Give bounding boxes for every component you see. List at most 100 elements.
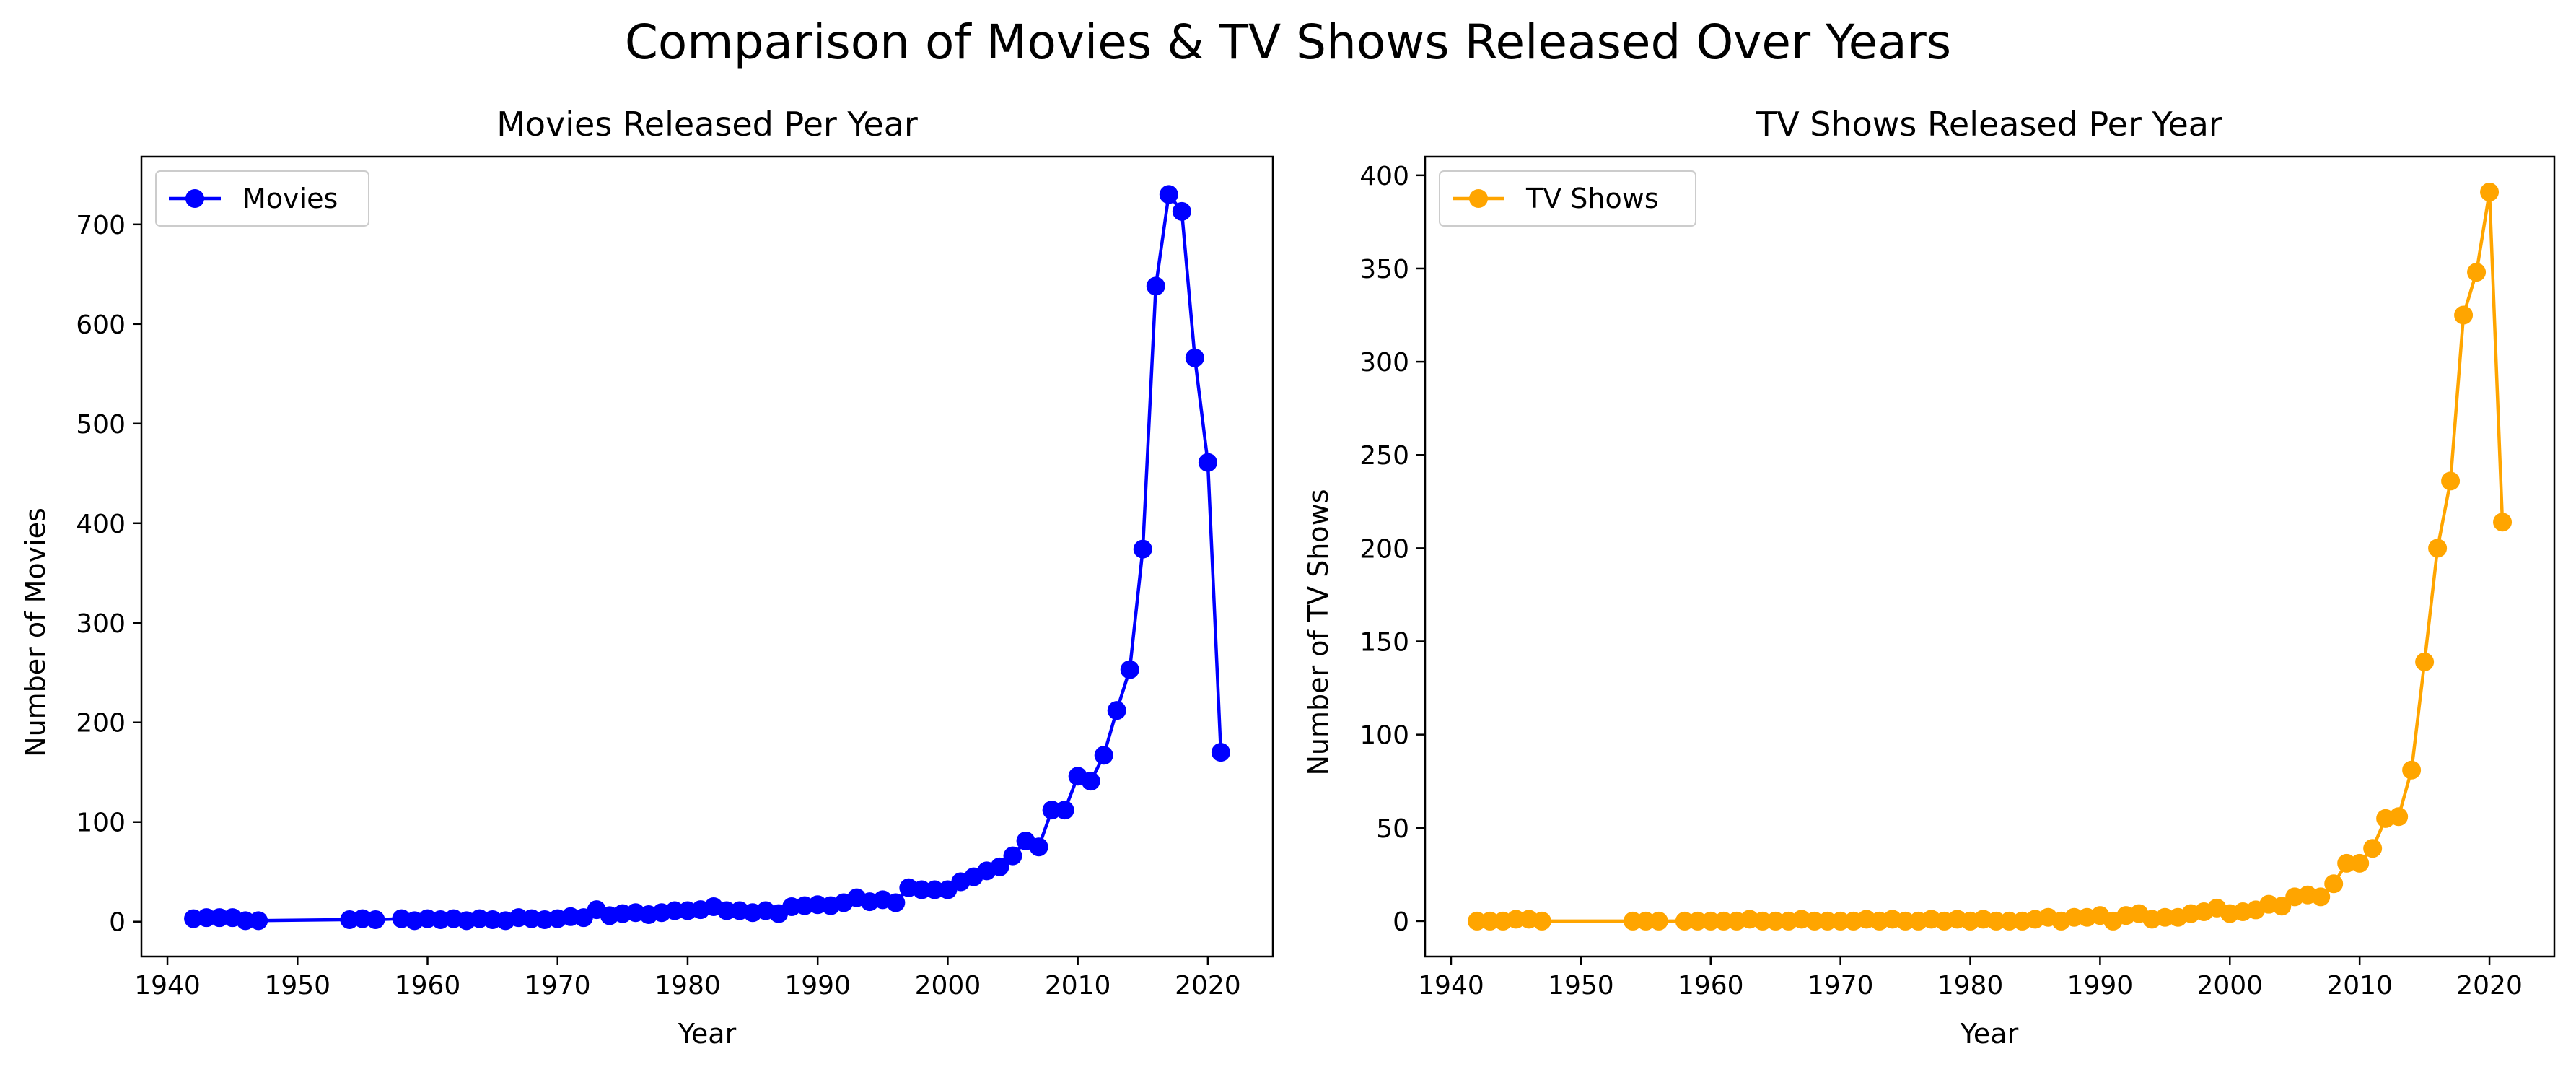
y-axis-label: Number of TV Shows [1302,489,1334,775]
data-point [2324,874,2344,894]
x-tick-label: 1960 [1678,971,1744,1001]
data-point [1999,911,2019,931]
data-point [886,893,906,912]
y-tick-label: 0 [109,908,126,938]
data-point [1818,911,1837,931]
data-point [1649,911,1668,931]
y-axis-label: Number of Movies [19,507,51,757]
data-point [2272,897,2292,916]
data-point [1831,911,1850,931]
x-tick-label: 1960 [395,971,461,1001]
y-tick-label: 350 [1359,255,1409,284]
x-tick-label: 2000 [2196,971,2263,1001]
legend-box [1439,170,1696,227]
x-tick-label: 1980 [1937,971,2004,1001]
data-point [1467,911,1486,931]
data-point [2493,513,2513,532]
data-point [1714,911,1733,931]
x-axis-label: Year [678,1018,737,1050]
data-point [665,901,684,920]
figure-suptitle: Comparison of Movies & TV Shows Released… [624,14,1952,70]
chart-title: TV Shows Released Per Year [1756,105,2222,144]
legend-marker [185,189,204,208]
data-point [2480,183,2500,202]
data-point [2415,652,2435,671]
x-tick-label: 1970 [525,971,591,1001]
y-tick-label: 0 [1393,907,1409,937]
data-point [1185,348,1204,367]
x-tick-label: 1980 [654,971,721,1001]
x-tick-label: 1990 [784,971,851,1001]
data-point [1701,911,1720,931]
data-point [1120,660,1139,679]
data-point [1766,911,1785,931]
data-point [925,880,945,899]
data-point [1480,911,1499,931]
data-point [2363,839,2383,858]
data-point [2402,760,2422,780]
x-tick-label: 2020 [2456,971,2523,1001]
y-tick-label: 300 [76,609,126,639]
chart-title: Movies Released Per Year [496,105,918,144]
data-point [236,911,255,931]
data-point [1506,910,1525,929]
data-point [210,908,229,928]
x-tick-label: 2000 [915,971,981,1001]
x-tick-label: 1950 [264,971,330,1001]
legend-label: Movies [242,183,338,214]
y-tick-label: 50 [1376,814,1409,844]
y-tick-label: 700 [76,211,126,240]
data-point [1805,911,1824,931]
y-tick-label: 150 [1359,628,1409,658]
data-point [990,857,1009,876]
y-tick-label: 400 [76,510,126,539]
data-point [2441,471,2461,491]
x-axis-label: Year [1960,1018,2019,1050]
x-tick-label: 1940 [1418,971,1484,1001]
series-line [1477,190,2505,923]
data-point [912,880,932,899]
data-point [1896,911,1915,931]
x-tick-label: 1990 [2067,971,2134,1001]
data-point [1055,801,1074,820]
data-point [1133,539,1152,559]
x-tick-label: 1940 [134,971,201,1001]
data-point [1081,772,1100,791]
data-point [1211,743,1230,762]
data-point [2337,853,2357,873]
y-tick-label: 100 [1359,721,1409,751]
legend-label: TV Shows [1525,183,1659,214]
data-point [2155,907,2175,927]
data-point [1003,846,1022,866]
data-point [1198,453,1217,472]
data-point [1636,911,1655,931]
y-tick-label: 200 [1359,534,1409,564]
x-tick-label: 1950 [1548,971,1614,1001]
x-tick-label: 2010 [2326,971,2393,1001]
data-point [249,911,268,931]
data-point [1688,911,1707,931]
data-point [2389,807,2409,827]
y-tick-label: 200 [76,709,126,738]
data-point [1753,911,1772,931]
data-point [2064,907,2084,927]
data-point [1029,837,1048,857]
data-point [2454,305,2474,325]
data-point [2350,853,2370,873]
data-point [2467,263,2487,282]
legend-box [155,170,369,227]
data-point [1107,701,1126,720]
y-tick-label: 400 [1359,162,1409,191]
data-point [197,908,216,928]
legend-marker [1469,189,1488,208]
plot-frame [1424,155,2556,958]
data-point [1675,911,1694,931]
y-tick-label: 300 [1359,348,1409,378]
data-point [1094,746,1113,765]
data-point [366,910,385,929]
y-tick-label: 600 [76,310,126,340]
data-point [1159,185,1178,204]
